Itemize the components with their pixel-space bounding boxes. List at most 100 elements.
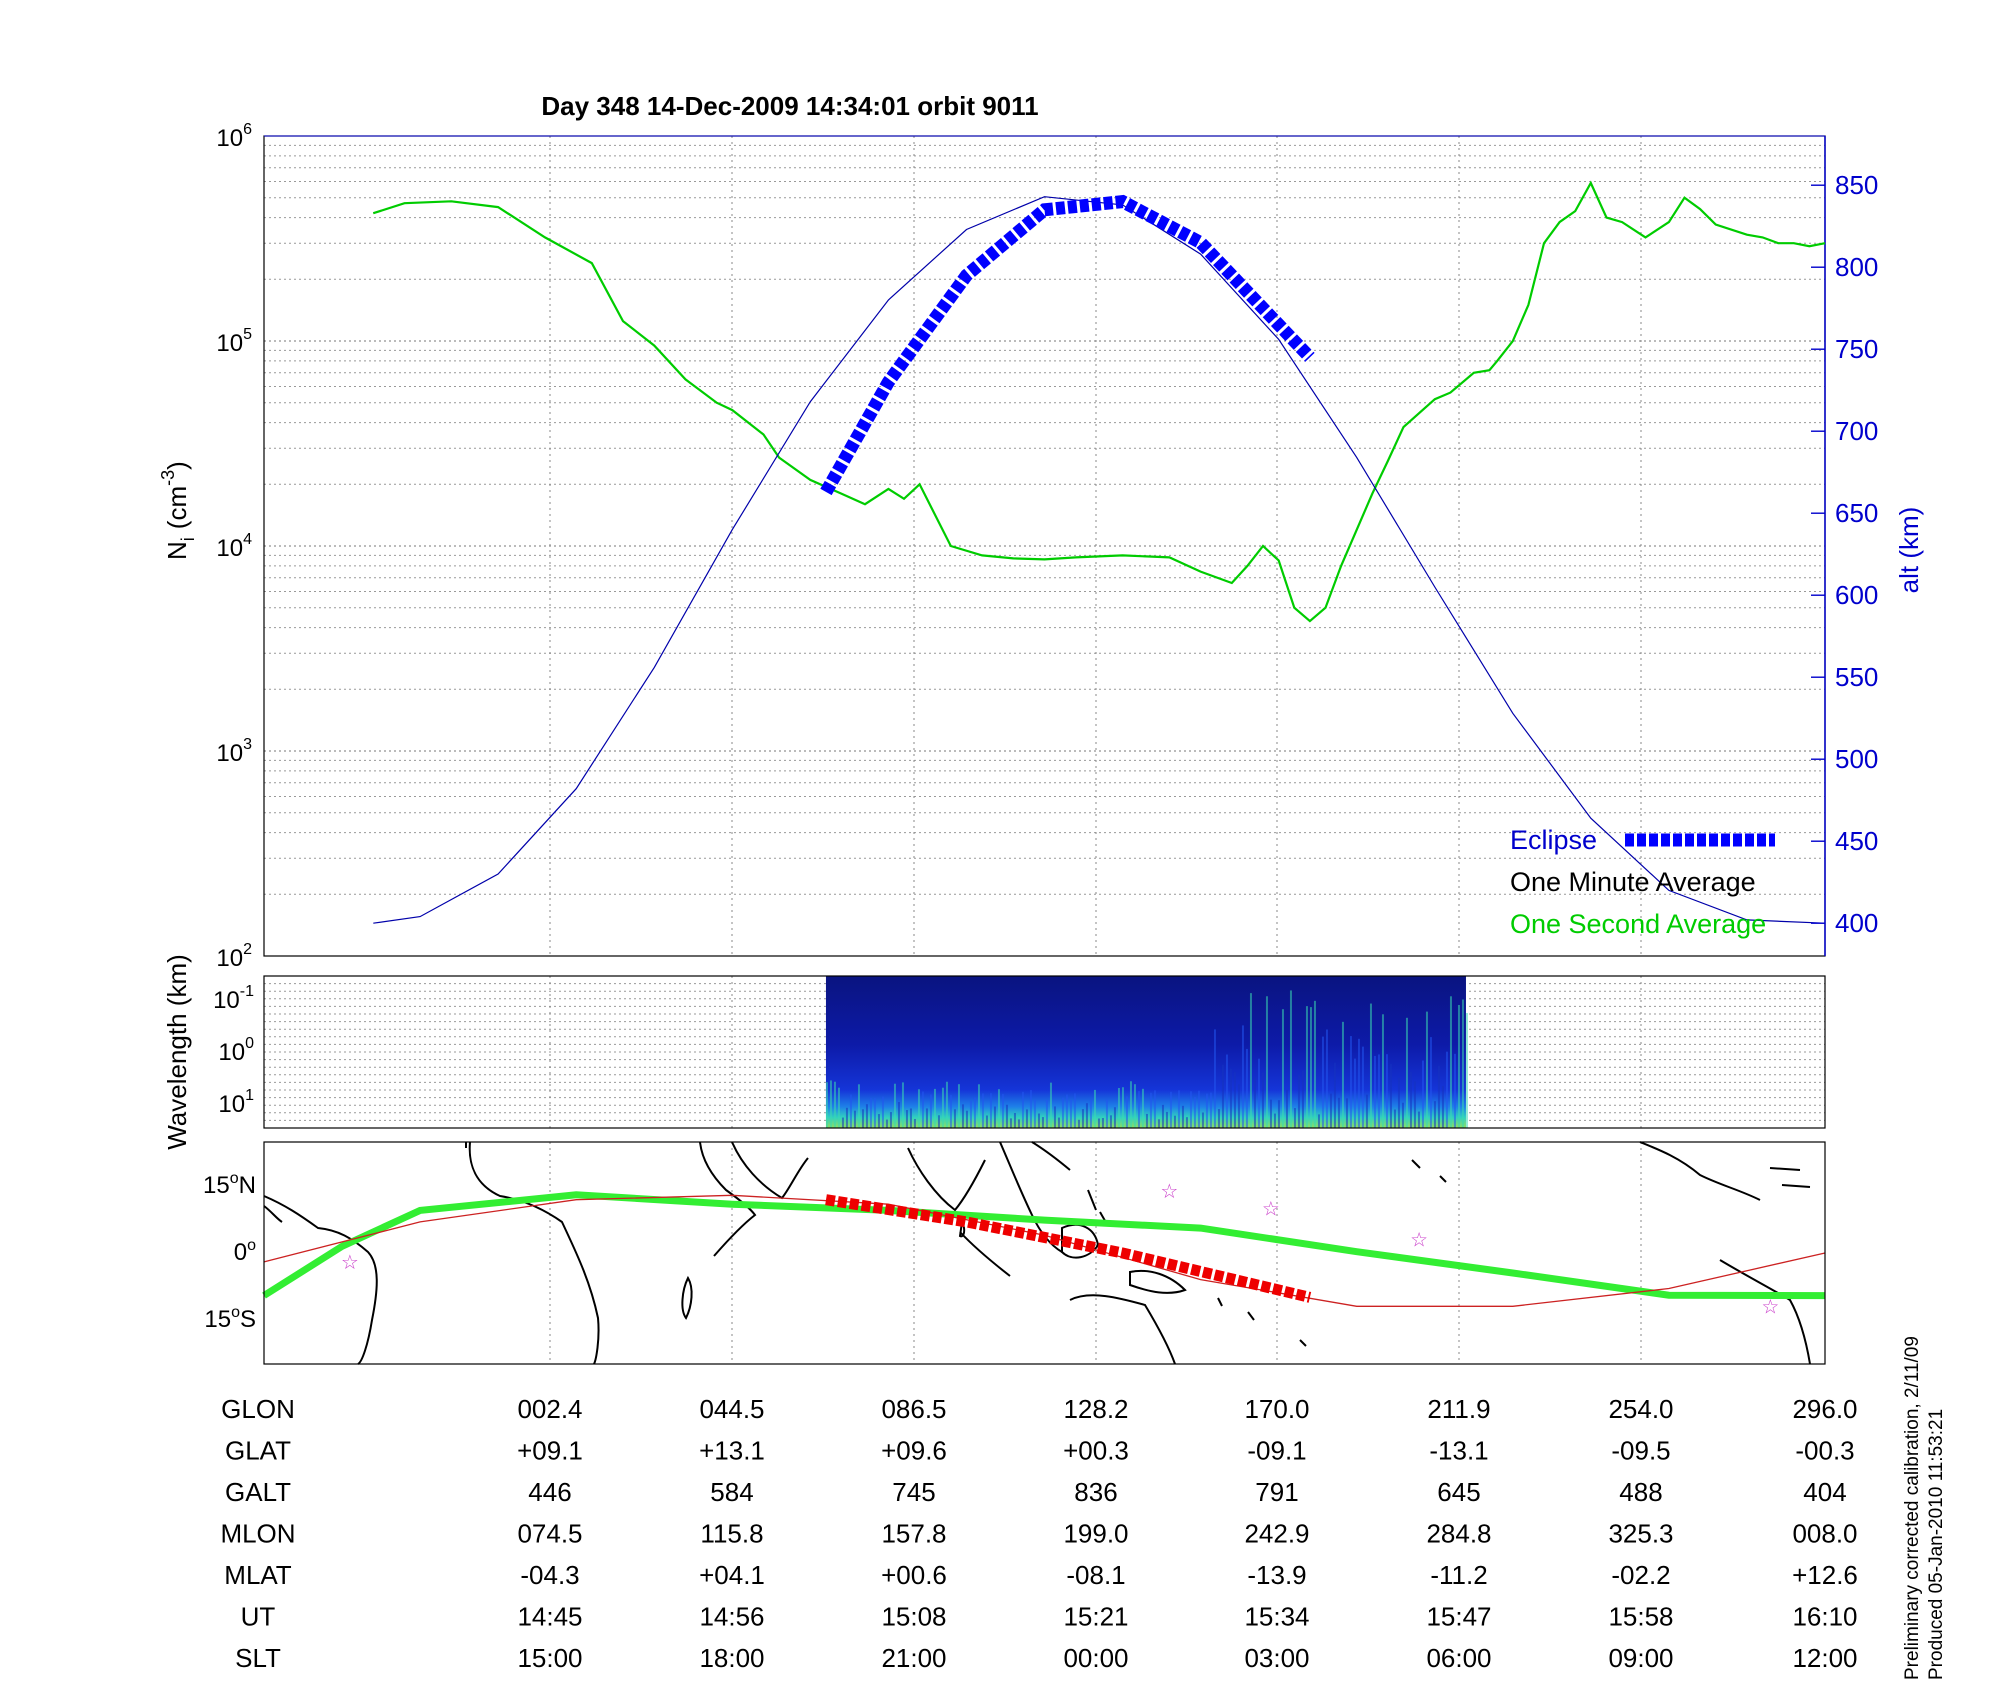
spectrogram-stripe — [1429, 1037, 1432, 1128]
table-cell: +00.6 — [881, 1560, 947, 1590]
spectrogram-stripe — [1453, 1053, 1456, 1128]
spectrogram-stripes — [825, 990, 1468, 1128]
spectrogram-stripe — [1277, 1100, 1280, 1128]
spectrogram-stripe — [1141, 1088, 1144, 1128]
spectrogram-panel: 10-1 100 101 Wavelength (km) — [162, 954, 1826, 1150]
spectrogram-stripe — [1425, 1011, 1428, 1128]
spectrogram-stripe — [1349, 1036, 1352, 1128]
table-cell: 16:10 — [1792, 1602, 1857, 1632]
legend: Eclipse One Minute Average One Second Av… — [1510, 825, 1775, 939]
table-cell: 044.5 — [699, 1394, 764, 1424]
spectrogram-stripe — [1313, 1000, 1316, 1128]
spectrogram-stripe — [1401, 1102, 1404, 1128]
spectrogram-stripe — [1041, 1117, 1044, 1128]
spectrogram-stripe — [1413, 1081, 1416, 1128]
spectrogram-stripe — [941, 1087, 944, 1128]
table-cell: 254.0 — [1608, 1394, 1673, 1424]
chart-title: Day 348 14-Dec-2009 14:34:01 orbit 9011 — [541, 91, 1038, 121]
spectrogram-stripe — [913, 1118, 916, 1128]
spectrogram-stripe — [1393, 1109, 1396, 1128]
spectrogram-stripe — [1293, 1108, 1296, 1128]
table-cell: 488 — [1619, 1477, 1662, 1507]
map-panel: ☆ ☆ ☆ ☆ ☆ 15oN 0o 15oS — [203, 1141, 1826, 1365]
altitude-tick-label: 850 — [1835, 170, 1878, 200]
table-cell: 791 — [1255, 1477, 1298, 1507]
table-row-label: GLAT — [225, 1436, 291, 1466]
spectrogram-stripe — [1417, 1111, 1420, 1128]
spectrogram-stripe — [1317, 1114, 1320, 1128]
spectrogram-stripe — [1253, 1077, 1256, 1128]
table-cell: 584 — [710, 1477, 753, 1507]
spectrogram-stripe — [1225, 1054, 1228, 1128]
spectrogram-stripe — [961, 1104, 964, 1128]
table-cell: 157.8 — [881, 1519, 946, 1549]
spectrogram-stripe — [1093, 1089, 1096, 1128]
spectrogram-stripe — [1409, 1071, 1412, 1128]
table-cell: 00:00 — [1063, 1643, 1128, 1673]
spectrogram-frame — [263, 975, 1826, 1129]
spectrogram-stripe — [1301, 1070, 1304, 1128]
spectrogram-stripe — [1133, 1084, 1136, 1128]
spectrogram-stripe — [1013, 1112, 1016, 1128]
table-cell: -00.3 — [1795, 1436, 1854, 1466]
table-cell: -04.3 — [520, 1560, 579, 1590]
spectrogram-stripe — [1153, 1090, 1156, 1128]
spectrogram-stripe — [1081, 1109, 1084, 1128]
spectrogram-stripe — [897, 1102, 900, 1128]
series-eclipse — [820, 194, 1315, 496]
spectrogram-stripe — [977, 1084, 980, 1128]
spectrogram-stripe — [865, 1104, 868, 1128]
spectrogram-stripe — [1337, 1097, 1340, 1128]
altitude-tick-label: 650 — [1835, 498, 1878, 528]
table-row-label: MLAT — [224, 1560, 292, 1590]
spectrogram-stripe — [1193, 1096, 1196, 1128]
star-marker-icon: ☆ — [1160, 1181, 1178, 1203]
spectrogram-stripe — [1029, 1090, 1032, 1128]
spectrogram-stripe — [917, 1089, 920, 1128]
star-marker-icon: ☆ — [1761, 1296, 1779, 1318]
density-y-tick-label: 105 — [216, 326, 252, 357]
altitude-tick-label: 550 — [1835, 662, 1878, 692]
spectrogram-stripe — [969, 1100, 972, 1128]
spectrogram-stripe — [1341, 1021, 1344, 1128]
spectrogram-stripe — [1113, 1107, 1116, 1128]
table-row-label: GLON — [221, 1394, 295, 1424]
table-cell: -13.9 — [1247, 1560, 1306, 1590]
spectrogram-stripe — [1001, 1093, 1004, 1128]
table-cell: +12.6 — [1792, 1560, 1858, 1590]
spectrogram-stripe — [889, 1112, 892, 1128]
spectrogram-stripe — [1461, 999, 1464, 1128]
table-cell: 15:08 — [881, 1602, 946, 1632]
spectrogram-stripe — [1005, 1104, 1008, 1128]
map-grid — [549, 1142, 1826, 1364]
coast-sumatra — [959, 1231, 1011, 1277]
spectrogram-stripe — [1077, 1119, 1080, 1128]
spectrogram-stripe — [937, 1115, 940, 1128]
legend-one-second-label: One Second Average — [1510, 909, 1766, 939]
spectrogram-stripe — [1325, 1029, 1328, 1128]
altitude-tick-label: 700 — [1835, 416, 1878, 446]
series-alt-km- — [373, 196, 1826, 924]
table-cell: 21:00 — [881, 1643, 946, 1673]
spectrogram-stripe — [1189, 1091, 1192, 1128]
spectrogram-stripe — [1245, 1048, 1248, 1128]
spectrogram-stripe — [1037, 1113, 1040, 1128]
altitude-y-ticks: 400 450 500 550 600 650 700 750 800 850 — [1811, 170, 1878, 938]
spectrogram-stripe — [1309, 1007, 1312, 1128]
map-magnetic-equator — [263, 1194, 1826, 1307]
spectrogram-stripe — [1205, 1093, 1208, 1128]
spectrogram-stripe — [929, 1094, 932, 1128]
coast-india — [907, 1147, 986, 1212]
map-y-tick-label: 15oS — [204, 1304, 256, 1333]
spectrogram-stripe — [825, 1082, 828, 1128]
spectrogram-stripe — [1157, 1119, 1160, 1128]
spectrogram-stripe — [1373, 1055, 1376, 1128]
table-cell: -02.2 — [1611, 1560, 1670, 1590]
legend-eclipse-label: Eclipse — [1510, 825, 1597, 855]
spectrogram-stripe — [1297, 1075, 1300, 1128]
spectrogram-stripe — [1329, 1093, 1332, 1128]
table-row-label: SLT — [235, 1643, 281, 1673]
spectrogram-stripe — [1437, 1065, 1440, 1128]
spectrogram-stripe — [1213, 1029, 1216, 1128]
spectrogram-stripe — [925, 1108, 928, 1128]
